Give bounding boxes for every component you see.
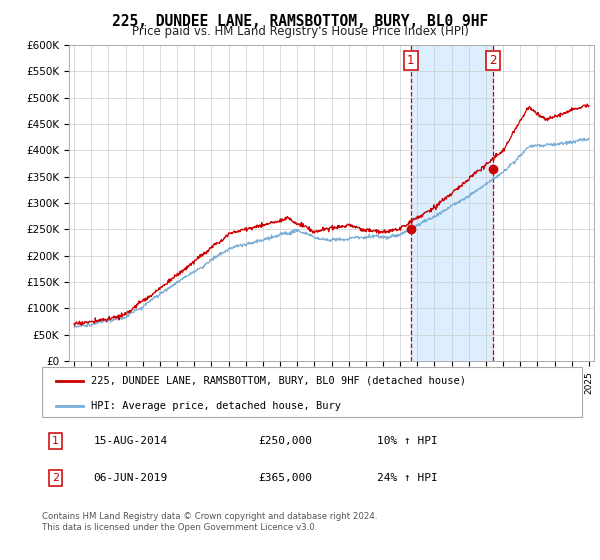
Text: 24% ↑ HPI: 24% ↑ HPI — [377, 473, 437, 483]
Text: 2: 2 — [490, 54, 497, 67]
Text: 225, DUNDEE LANE, RAMSBOTTOM, BURY, BL0 9HF: 225, DUNDEE LANE, RAMSBOTTOM, BURY, BL0 … — [112, 14, 488, 29]
Text: 1: 1 — [407, 54, 415, 67]
Text: Contains HM Land Registry data © Crown copyright and database right 2024.
This d: Contains HM Land Registry data © Crown c… — [42, 512, 377, 532]
FancyBboxPatch shape — [42, 367, 582, 417]
Text: 15-AUG-2014: 15-AUG-2014 — [94, 436, 167, 446]
Text: Price paid vs. HM Land Registry's House Price Index (HPI): Price paid vs. HM Land Registry's House … — [131, 25, 469, 38]
Text: HPI: Average price, detached house, Bury: HPI: Average price, detached house, Bury — [91, 401, 341, 411]
Text: £365,000: £365,000 — [258, 473, 312, 483]
Text: 1: 1 — [52, 436, 59, 446]
Text: 10% ↑ HPI: 10% ↑ HPI — [377, 436, 437, 446]
Bar — [411, 45, 493, 361]
Text: £250,000: £250,000 — [258, 436, 312, 446]
Text: 2: 2 — [52, 473, 59, 483]
Text: 225, DUNDEE LANE, RAMSBOTTOM, BURY, BL0 9HF (detached house): 225, DUNDEE LANE, RAMSBOTTOM, BURY, BL0 … — [91, 376, 466, 386]
Text: 06-JUN-2019: 06-JUN-2019 — [94, 473, 167, 483]
